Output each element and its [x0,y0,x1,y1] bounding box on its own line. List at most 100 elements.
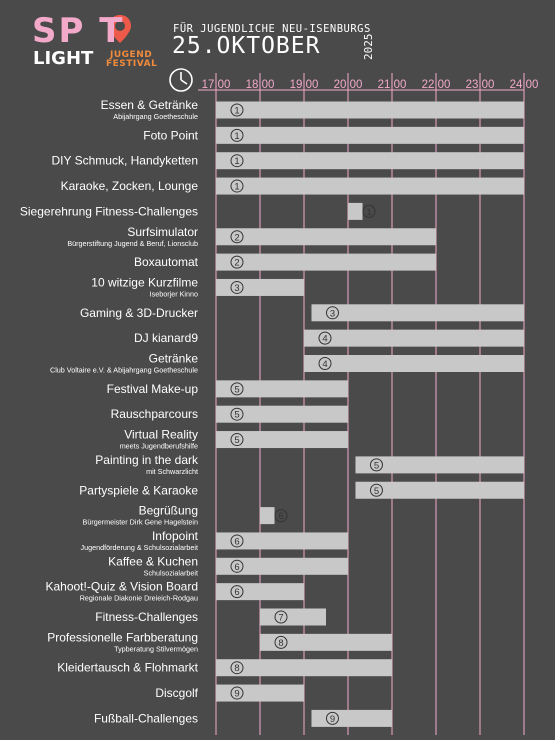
location-badge [274,610,288,624]
row-sublabel: Jugendförderung & Schulsozialarbeit [81,543,198,552]
schedule-bar [216,278,304,296]
location-number: 2 [234,232,239,243]
row-sublabel: Bürgerstiftung Jugend & Beruf, Lionsclub [67,239,198,248]
row-label: Festival Make-up [107,382,199,396]
location-number: 1 [234,182,239,193]
location-number: 6 [234,536,239,547]
location-number: 4 [322,334,327,345]
location-number: 1 [234,156,239,167]
location-number: 6 [234,587,239,598]
schedule-bar [216,152,524,170]
location-badge [325,711,339,725]
location-badge [318,331,332,345]
schedule-bar [260,633,392,651]
location-badge [230,534,244,548]
location-number: 3 [234,283,239,294]
location-badge [362,204,376,218]
row-label: Begrüßung [139,504,198,518]
location-badge [230,280,244,294]
row-label: Kleidertausch & Flohmarkt [57,661,198,675]
location-badge [369,483,383,497]
location-badge [230,585,244,599]
row-sublabel: Abijahrgang Goetheschule [113,112,198,121]
location-badge [230,103,244,117]
row-sublabel: Schulsozialarbeit [144,568,198,577]
row-label: DJ kianard9 [134,331,198,345]
schedule-bar [355,481,524,499]
location-number: 5 [234,384,239,395]
location-badge [230,255,244,269]
location-badge [230,686,244,700]
row-label: Surfsimulator [127,225,198,239]
schedule-bar [311,304,524,322]
schedule-bar [348,202,363,220]
row-label: Getränke [149,352,199,366]
location-badge [230,407,244,421]
row-label: DIY Schmuck, Handyketten [51,154,198,168]
schedule-bar [216,684,304,702]
row-sublabel: Club Voltaire e.V. & Abijahrgang Goethes… [50,366,198,375]
location-number: 1 [234,131,239,142]
schedule-bar [216,380,348,398]
location-badge [274,509,288,523]
schedule-bar [304,355,524,372]
schedule-bar [216,126,524,144]
location-badge [230,559,244,573]
row-label: Virtual Reality [124,428,198,442]
schedule-bar [216,557,348,575]
location-badge [230,230,244,244]
location-badge [230,179,244,193]
row-sublabel: Typberatung Stilvermögen [114,644,198,653]
schedule-bar [216,659,392,677]
schedule-bar [355,456,524,474]
row-sublabel: Iseborjer Kinno [150,289,198,298]
location-badge [325,306,339,320]
location-number: 9 [234,689,239,700]
row-label: Essen & Getränke [101,98,199,112]
location-number: 9 [330,714,335,725]
schedule-bar [216,431,348,449]
row-label: Gaming & 3D-Drucker [80,306,198,320]
row-label: 10 witzige Kurzfilme [91,275,198,289]
schedule-bar [311,709,392,727]
event-date: 25.OKTOBER [172,33,321,59]
schedule-bar [304,329,524,347]
row-sublabel: mit Schwarzlicht [146,467,198,476]
schedule-bar [216,405,348,423]
location-badge [369,458,383,472]
row-label: Discgolf [155,686,198,700]
location-number: 1 [366,207,371,218]
location-badge [230,154,244,168]
location-number: 4 [322,359,327,370]
schedule-bar [216,101,524,119]
location-number: 5 [374,486,379,497]
row-label: Partyspiele & Karaoke [79,483,198,497]
location-badge [274,635,288,649]
location-number: 5 [234,435,239,446]
schedule-bar [216,532,348,550]
row-label: Boxautomat [134,255,199,269]
row-label: Kahoot!-Quiz & Vision Board [45,580,198,594]
row-label: Kaffee & Kuchen [108,554,198,568]
logo-light: LIGHT [33,48,94,69]
schedule-bar [216,228,436,246]
location-pin-icon [109,15,131,43]
row-label: Karaoke, Zocken, Lounge [61,179,199,193]
location-number: 2 [234,258,239,269]
location-number: 8 [234,663,239,674]
row-sublabel: meets Jugendberufshilfe [120,442,198,451]
row-label: Foto Point [143,128,198,142]
location-badge [230,433,244,447]
row-label: Infopoint [152,529,199,543]
location-badge [230,382,244,396]
clock-icon [169,68,193,92]
location-number: 1 [234,106,239,117]
logo-jugend: JUGEND [110,50,153,60]
location-number: 7 [278,613,283,624]
row-label: Rauschparcours [111,407,198,421]
row-label: Painting in the dark [95,453,199,467]
location-badge [230,128,244,142]
row-label: Professionelle Farbberatung [47,630,198,644]
